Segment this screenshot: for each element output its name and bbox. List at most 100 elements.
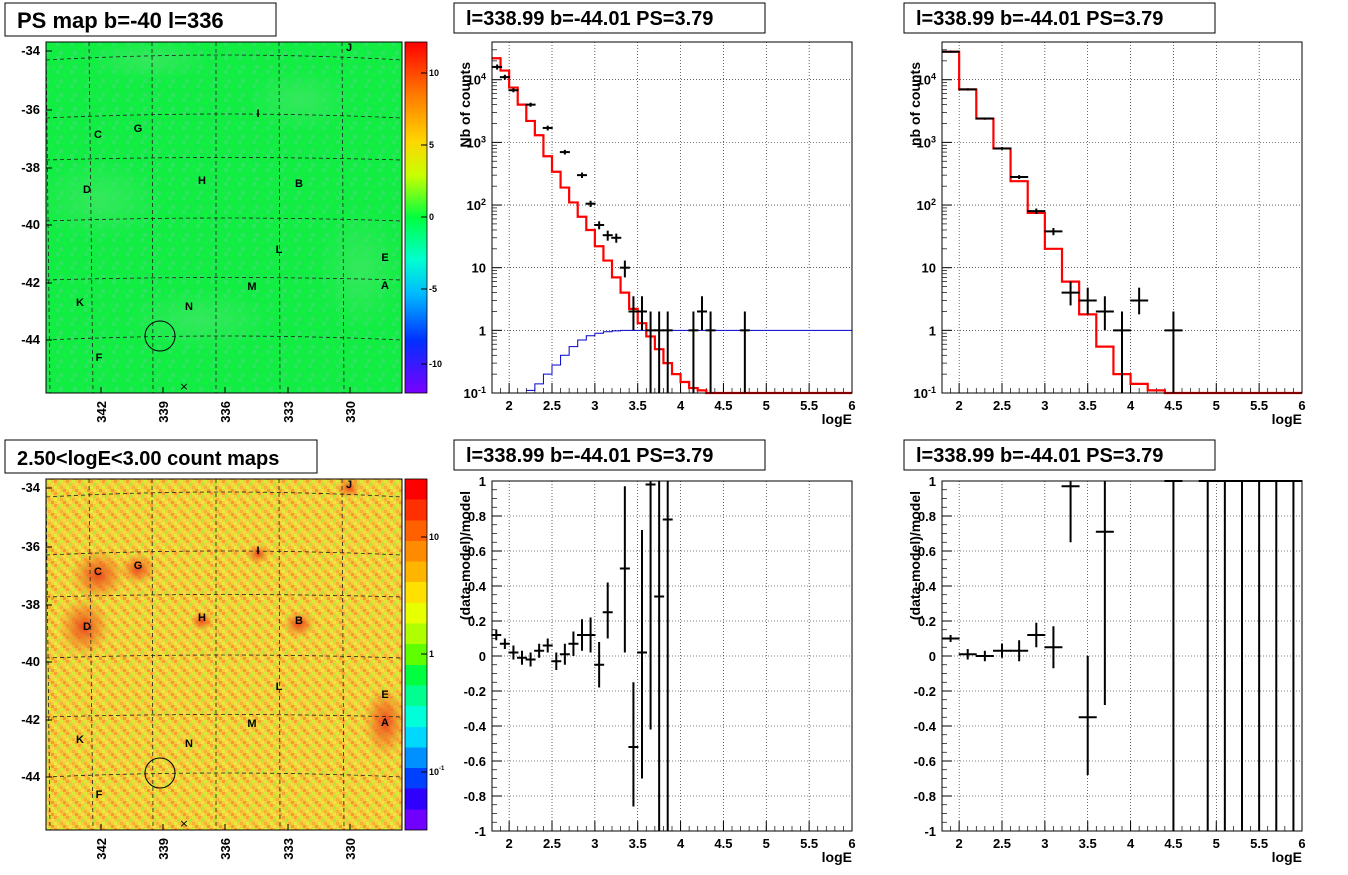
res1-frame <box>491 480 853 832</box>
spec1-data-point <box>637 296 647 331</box>
map-top-meridian <box>278 41 281 394</box>
res2-x-tick: 4 <box>1127 836 1135 851</box>
map-bottom-source-label: N <box>185 738 193 750</box>
res2-frame <box>941 480 1303 832</box>
map-bottom-x-tick: 330 <box>343 838 358 860</box>
map-bottom-source-blob <box>120 553 156 585</box>
spec1-title-box <box>453 2 766 34</box>
res2-title: l=338.99 b=-44.01 PS=3.79 <box>903 439 1216 471</box>
res2-data-point <box>1078 656 1097 775</box>
spec1-title-text: l=338.99 b=-44.01 PS=3.79 <box>466 8 713 30</box>
map-bottom-meridian <box>88 478 94 831</box>
res2-plot: 2 2.5 3 3.5 4 4.5 5 5.5 6 -1 -0.8 -0.6 -0.4 -0.2 0 0.2 0… <box>907 474 1306 865</box>
map-bottom-source-label: H <box>198 612 206 624</box>
res2-y-tick: -0.2 <box>914 684 936 699</box>
map-bottom-source-label: F <box>96 789 103 801</box>
spec2-data-point <box>1164 311 1183 393</box>
spec1-y-tick: 103 <box>467 134 486 150</box>
res2-x-tick: 2.5 <box>993 836 1011 851</box>
map-top-coord-grid <box>45 41 403 394</box>
spec2-data-point <box>1044 227 1063 236</box>
map-top-source-label: D <box>83 184 91 196</box>
res1-x-tick: 2.5 <box>543 836 561 851</box>
res1-x-label: logE <box>822 849 852 865</box>
map-top-x-tick: 339 <box>156 401 171 423</box>
map-top-frame <box>45 41 403 394</box>
spec2-grid <box>942 42 1302 393</box>
res1-data-point <box>662 481 673 831</box>
map-top-parallel <box>45 335 403 341</box>
res2-y-tick: -0.4 <box>914 719 937 734</box>
res2-x-tick: 4.5 <box>1164 836 1182 851</box>
res2-y-tick: 0.8 <box>918 509 936 524</box>
spec1-data-point <box>577 172 587 179</box>
map-bottom-source-label: D <box>83 621 91 633</box>
map-bottom-parallel <box>45 594 403 598</box>
map-top-source-label: F <box>96 352 103 364</box>
res2-data-point <box>993 643 1011 658</box>
map-top-parallel <box>45 217 403 222</box>
res2-x-tick: 3 <box>1041 836 1048 851</box>
res1-data-point <box>491 629 502 641</box>
spec2-plot: 2 2.5 3 3.5 4 4.5 5 5.5 6 10-1 1 10 102 103 104 logE nb … <box>907 41 1306 427</box>
map-top-source-label: C <box>94 129 102 141</box>
res2-x-label: logE <box>1272 849 1302 865</box>
map-bottom-x-tick: 342 <box>94 838 109 860</box>
map-top-colorbar-tick: 0 <box>429 212 434 222</box>
spec1-y-tick: 10 <box>472 261 486 276</box>
map-bottom-source-blob <box>70 549 126 601</box>
map-top-test-position-circle <box>144 320 176 352</box>
map-top-colorbar-tick: 5 <box>429 140 434 150</box>
map-bottom-source-blob <box>363 686 407 758</box>
spec2-x-tick: 2.5 <box>993 398 1011 413</box>
spec2-x-label: logE <box>1272 411 1302 427</box>
spec2-x-tick: 5 <box>1213 398 1220 413</box>
map-bottom-parallel <box>45 772 403 778</box>
map-bottom-meridian <box>341 478 345 831</box>
spec2-y-tick: 1 <box>929 323 936 338</box>
spec2-x-tick: 4 <box>1127 398 1135 413</box>
map-bottom-source-blob <box>246 544 270 564</box>
spec1-y-tick: 102 <box>467 197 486 213</box>
res1-y-label: (data-model)/model <box>457 491 473 620</box>
spec1-x-tick: 5.5 <box>800 398 818 413</box>
spec2-title-box <box>903 2 1216 34</box>
map-bottom-colorbar-tick: 1 <box>429 649 434 659</box>
spec2-data-point <box>941 50 960 53</box>
map-bottom-title-text: 2.50<logE<3.00 count maps <box>17 448 279 470</box>
res1-x-tick: 5.5 <box>800 836 818 851</box>
res1-x-tick: 2 <box>506 836 513 851</box>
res1-data-point <box>542 638 553 653</box>
res2-data-point <box>941 635 960 642</box>
res2-title-text: l=338.99 b=-44.01 PS=3.79 <box>916 445 1163 467</box>
map-bottom: J I C G D H B L E A K M N F × -34 -36 -38 -40 -42 -44 342 339 3… <box>21 478 445 860</box>
spec1-x-tick: 5 <box>763 398 770 413</box>
spec1-data-point <box>525 102 536 107</box>
res2-data-point <box>958 649 977 660</box>
map-bottom-colorbar: 10 1 10-1 <box>404 478 445 831</box>
spec1-x-tick: 4 <box>677 398 685 413</box>
map-bottom-meridian <box>278 478 281 831</box>
spec1-background-model-line <box>526 329 852 391</box>
map-top-colorbar: 10 5 0 -5 -10 <box>404 41 442 394</box>
spec2-data-point <box>993 147 1011 150</box>
map-top-source-label: E <box>381 252 388 264</box>
map-top-source-label: N <box>185 301 193 313</box>
map-top-meridian <box>341 41 345 394</box>
res2-data-point <box>1027 622 1046 648</box>
res1-y-tick: 0.4 <box>468 579 487 594</box>
map-bottom-frame <box>45 478 403 831</box>
res1-x-tick: 6 <box>848 836 855 851</box>
spec1-data-point <box>492 64 503 70</box>
spec1-data-point <box>654 311 665 393</box>
res1-title-text: l=338.99 b=-44.01 PS=3.79 <box>466 445 713 467</box>
spec2-x-tick: 4.5 <box>1164 398 1182 413</box>
map-bottom-source-label: I <box>256 545 259 557</box>
map-bottom-y-tick: -36 <box>21 539 40 554</box>
map-top-cross-marker: × <box>179 380 188 393</box>
res2-x-tick: 6 <box>1298 836 1305 851</box>
res1-x-tick: 3.5 <box>629 836 647 851</box>
res1-data-point <box>534 643 545 658</box>
map-top-title-box <box>4 2 277 37</box>
